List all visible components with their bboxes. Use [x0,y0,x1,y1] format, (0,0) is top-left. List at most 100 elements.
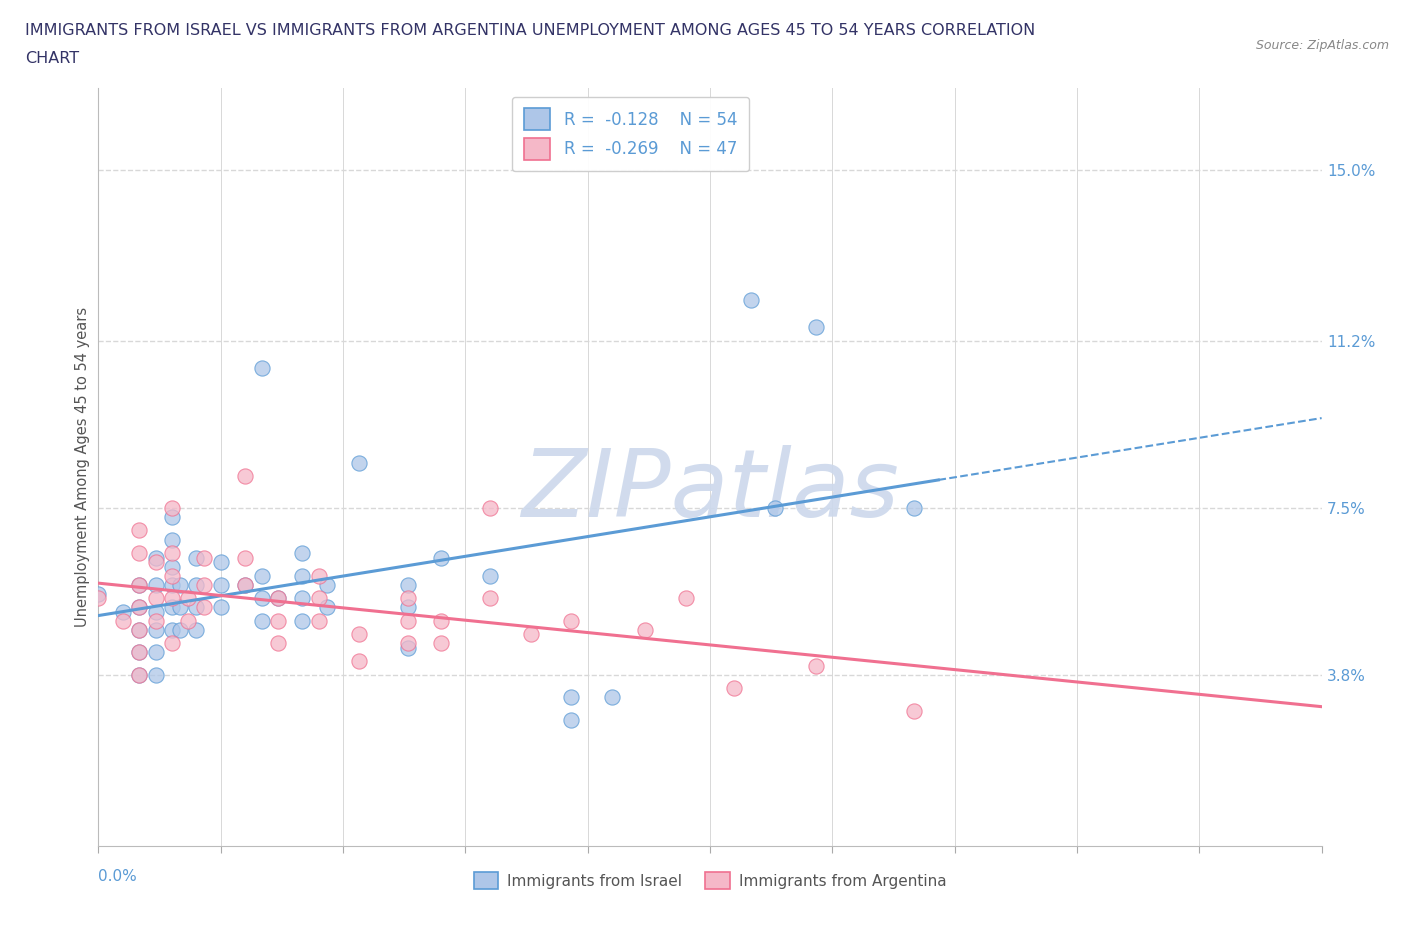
Point [291,546,314,561]
Point [396,641,419,656]
Point [267,591,290,605]
Point [160,636,183,651]
Point [233,578,256,592]
Point [128,600,150,615]
Point [233,578,256,592]
Point [634,622,657,637]
Point [128,644,150,659]
Point [128,523,150,538]
Point [478,568,501,583]
Point [723,681,745,696]
Point [145,668,167,683]
Point [193,551,215,565]
Text: 0.0%: 0.0% [98,869,138,884]
Point [128,668,150,683]
Point [478,591,501,605]
Point [763,500,786,515]
Point [209,554,232,569]
Point [267,636,290,651]
Point [177,591,200,605]
Point [804,320,827,335]
Point [349,654,371,669]
Point [600,690,623,705]
Point [160,510,183,525]
Point [903,500,925,515]
Point [396,591,419,605]
Point [169,622,191,637]
Y-axis label: Unemployment Among Ages 45 to 54 years: Unemployment Among Ages 45 to 54 years [75,307,90,628]
Point [209,578,232,592]
Point [233,551,256,565]
Point [160,500,183,515]
Point [430,613,453,628]
Point [145,554,167,569]
Point [160,532,183,547]
Point [250,361,273,376]
Point [186,551,208,565]
Point [804,658,827,673]
Point [145,613,167,628]
Point [128,622,150,637]
Point [169,600,191,615]
Point [160,568,183,583]
Point [128,578,150,592]
Point [250,591,273,605]
Point [186,600,208,615]
Point [160,600,183,615]
Point [396,578,419,592]
Point [740,293,762,308]
Point [291,591,314,605]
Text: IMMIGRANTS FROM ISRAEL VS IMMIGRANTS FROM ARGENTINA UNEMPLOYMENT AMONG AGES 45 T: IMMIGRANTS FROM ISRAEL VS IMMIGRANTS FRO… [25,23,1036,38]
Point [145,644,167,659]
Point [193,600,215,615]
Point [349,627,371,642]
Point [291,613,314,628]
Point [145,622,167,637]
Point [396,636,419,651]
Point [145,551,167,565]
Point [267,613,290,628]
Point [169,578,191,592]
Point [396,613,419,628]
Point [186,578,208,592]
Point [675,591,697,605]
Point [315,578,337,592]
Point [903,703,925,718]
Point [145,578,167,592]
Point [193,578,215,592]
Point [177,613,200,628]
Point [308,613,330,628]
Point [308,568,330,583]
Point [186,622,208,637]
Text: Source: ZipAtlas.com: Source: ZipAtlas.com [1256,39,1389,52]
Point [209,600,232,615]
Point [128,546,150,561]
Point [128,578,150,592]
Point [308,591,330,605]
Point [111,604,134,619]
Text: ZIPatlas: ZIPatlas [522,445,898,536]
Point [111,613,134,628]
Point [128,622,150,637]
Point [160,591,183,605]
Point [160,546,183,561]
Point [519,627,541,642]
Point [267,591,290,605]
Point [145,604,167,619]
Point [315,600,337,615]
Point [250,613,273,628]
Point [560,690,582,705]
Point [349,456,371,471]
Legend: Immigrants from Israel, Immigrants from Argentina: Immigrants from Israel, Immigrants from … [468,866,952,896]
Point [560,712,582,727]
Point [160,622,183,637]
Point [128,668,150,683]
Text: CHART: CHART [25,51,79,66]
Point [478,500,501,515]
Point [145,591,167,605]
Point [430,636,453,651]
Point [560,613,582,628]
Point [128,644,150,659]
Point [430,551,453,565]
Point [160,559,183,574]
